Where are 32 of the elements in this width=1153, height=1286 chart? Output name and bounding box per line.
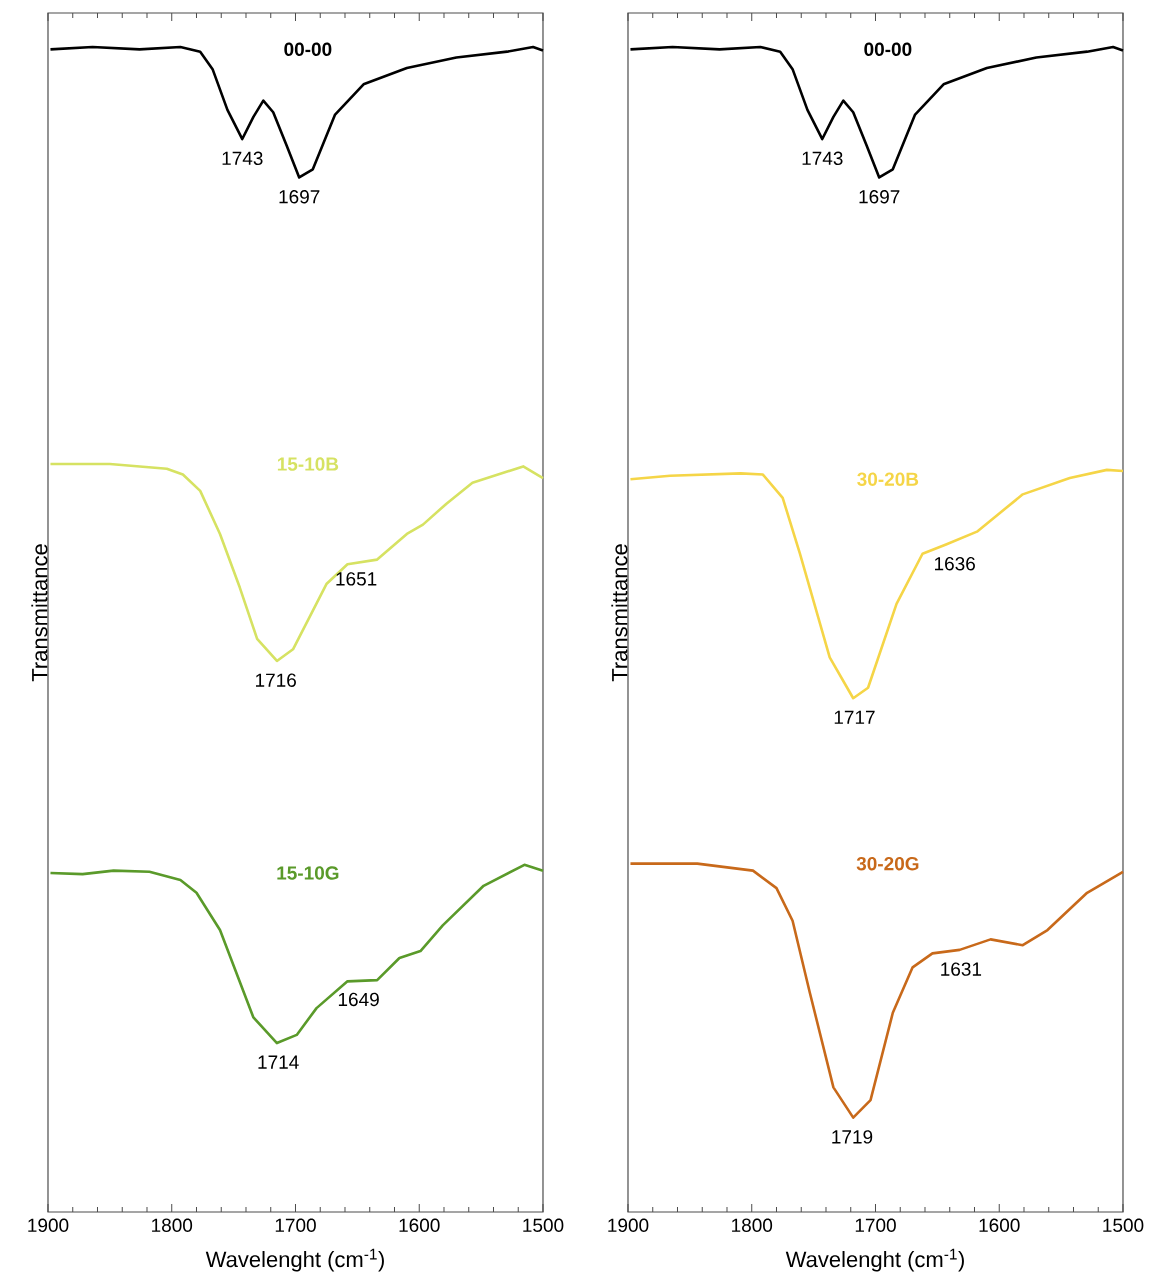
annotation: 1697: [859, 190, 900, 204]
annotation: 1636: [935, 556, 975, 571]
annotation: 1743: [802, 151, 843, 166]
annotation: 1719: [832, 1130, 873, 1144]
text: 30-20B: [857, 472, 919, 486]
annotation: 1697: [279, 190, 320, 204]
annotation: 1651: [336, 572, 377, 586]
annotation: 1714: [258, 1055, 299, 1069]
text: 00-00: [864, 42, 912, 57]
x-axis-title: Wavelenght (cm$^{-1}$): [205, 1248, 384, 1272]
annotation: 1716: [256, 673, 296, 687]
text: 00-00: [284, 42, 332, 57]
annotation: 1717: [834, 710, 875, 724]
x-tick-label: 1700: [275, 1218, 316, 1232]
text: 30-20G: [856, 856, 919, 871]
y-axis-title: Transmittance: [611, 544, 628, 682]
x-tick-label: 1700: [855, 1218, 896, 1232]
x-tick-label: 1500: [523, 1218, 564, 1232]
annotation: 1649: [338, 992, 379, 1007]
x-tick-label: 1900: [28, 1218, 69, 1232]
annotation: 1631: [941, 962, 982, 976]
x-tick-label: 1600: [399, 1218, 440, 1232]
y-axis-title: Transmittance: [31, 544, 48, 682]
x-tick-label: 1800: [732, 1218, 773, 1232]
text: 15-10B: [277, 457, 339, 471]
x-tick-label: 1600: [979, 1218, 1020, 1232]
x-axis-title: Wavelenght (cm$^{-1}$): [785, 1248, 964, 1272]
x-tick-label: 1800: [152, 1218, 193, 1232]
x-tick-label: 1900: [608, 1218, 649, 1232]
x-tick-label: 1500: [1103, 1218, 1144, 1232]
annotation: 1743: [222, 151, 263, 166]
text: 15-10G: [277, 866, 339, 880]
